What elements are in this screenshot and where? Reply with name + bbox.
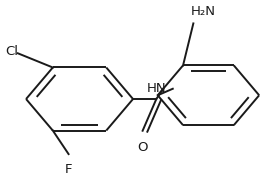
- Text: Cl: Cl: [6, 45, 19, 58]
- Text: F: F: [65, 163, 72, 176]
- Text: HN: HN: [147, 82, 166, 95]
- Text: O: O: [137, 141, 148, 154]
- Text: H₂N: H₂N: [191, 5, 216, 18]
